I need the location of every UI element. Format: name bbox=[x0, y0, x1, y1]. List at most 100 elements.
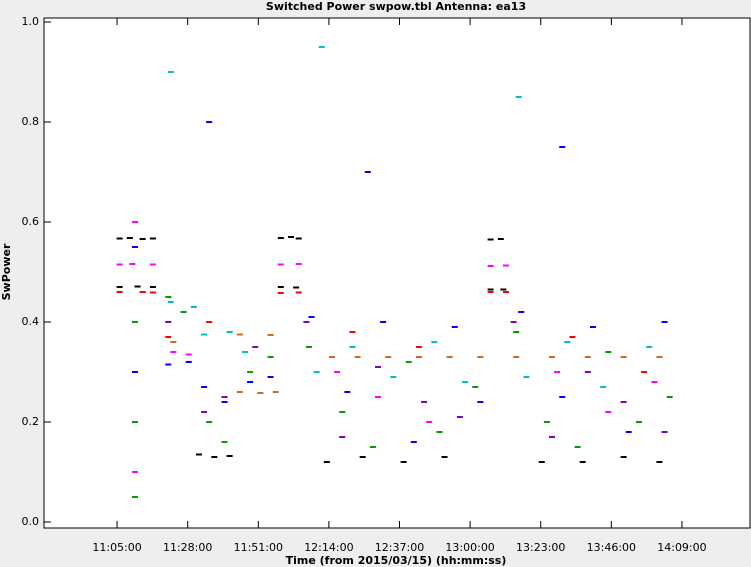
point bbox=[221, 401, 228, 403]
point bbox=[554, 371, 561, 373]
point bbox=[190, 306, 197, 308]
point bbox=[116, 237, 123, 240]
point bbox=[625, 431, 632, 433]
point bbox=[131, 246, 138, 248]
point bbox=[201, 386, 208, 388]
point bbox=[600, 386, 607, 388]
point bbox=[446, 356, 453, 358]
x-tick-label: 11:05:00 bbox=[92, 541, 141, 554]
point bbox=[201, 411, 208, 413]
point bbox=[295, 237, 302, 240]
point bbox=[206, 321, 213, 323]
x-axis-label: Time (from 2015/03/15) (hh:mm:ss) bbox=[286, 554, 507, 567]
point bbox=[323, 461, 330, 463]
point bbox=[149, 263, 156, 266]
point bbox=[149, 237, 156, 240]
point bbox=[236, 333, 243, 336]
point bbox=[579, 461, 586, 463]
point bbox=[431, 341, 438, 343]
point bbox=[436, 431, 443, 433]
point bbox=[569, 336, 576, 338]
point bbox=[272, 391, 279, 393]
x-tick-label: 12:37:00 bbox=[375, 541, 424, 554]
point bbox=[195, 453, 202, 456]
point bbox=[131, 371, 138, 373]
point bbox=[651, 381, 658, 383]
point bbox=[116, 286, 123, 288]
point bbox=[426, 421, 433, 423]
point bbox=[293, 286, 300, 289]
point bbox=[661, 431, 668, 433]
point bbox=[375, 366, 382, 368]
point bbox=[646, 346, 653, 348]
point bbox=[206, 421, 213, 423]
point bbox=[515, 96, 522, 98]
point bbox=[666, 396, 673, 398]
point bbox=[221, 396, 228, 398]
point bbox=[167, 301, 174, 303]
y-tick-label: 1.0 bbox=[22, 15, 40, 28]
point bbox=[165, 363, 172, 366]
x-tick-label: 14:09:00 bbox=[657, 541, 706, 554]
point bbox=[574, 446, 581, 448]
point bbox=[185, 353, 192, 356]
point bbox=[267, 376, 274, 378]
x-tick-label: 12:14:00 bbox=[304, 541, 353, 554]
point bbox=[589, 326, 596, 328]
x-tick-label: 13:46:00 bbox=[587, 541, 636, 554]
point bbox=[472, 386, 479, 388]
point bbox=[295, 291, 302, 294]
plot-area bbox=[43, 17, 751, 529]
point bbox=[559, 146, 566, 148]
point bbox=[116, 291, 123, 293]
point bbox=[295, 263, 302, 265]
point bbox=[267, 334, 274, 336]
point bbox=[288, 236, 295, 238]
point bbox=[185, 361, 192, 363]
point bbox=[139, 291, 146, 293]
point bbox=[328, 356, 335, 358]
x-tick-label: 13:23:00 bbox=[516, 541, 565, 554]
point bbox=[131, 321, 138, 323]
point bbox=[277, 237, 284, 239]
y-tick-label: 0.6 bbox=[22, 215, 40, 228]
point bbox=[635, 421, 642, 423]
point bbox=[487, 288, 494, 291]
point bbox=[477, 356, 484, 358]
point bbox=[410, 441, 417, 443]
point bbox=[641, 371, 648, 373]
point bbox=[131, 471, 138, 473]
point bbox=[543, 421, 550, 423]
point bbox=[247, 371, 254, 373]
point bbox=[226, 331, 233, 333]
point bbox=[211, 456, 218, 458]
point bbox=[421, 401, 428, 403]
point bbox=[415, 346, 422, 348]
point bbox=[126, 237, 133, 239]
point bbox=[441, 456, 448, 458]
point bbox=[305, 346, 312, 348]
point bbox=[497, 238, 504, 240]
y-tick-label: 0.2 bbox=[22, 415, 40, 428]
point bbox=[134, 285, 141, 288]
point bbox=[277, 292, 284, 294]
point bbox=[451, 326, 458, 328]
point bbox=[620, 401, 627, 403]
point bbox=[267, 356, 274, 358]
point bbox=[170, 341, 177, 343]
point bbox=[502, 264, 509, 267]
point bbox=[385, 356, 392, 358]
point bbox=[131, 421, 138, 423]
point bbox=[165, 336, 172, 338]
point bbox=[369, 446, 376, 448]
point bbox=[518, 311, 525, 313]
point bbox=[339, 411, 346, 413]
point bbox=[206, 121, 213, 123]
point bbox=[415, 356, 422, 358]
point bbox=[257, 392, 264, 394]
point bbox=[487, 291, 494, 293]
x-tick-label: 11:51:00 bbox=[234, 541, 283, 554]
point bbox=[462, 381, 469, 383]
point bbox=[139, 238, 146, 240]
y-tick-label: 0.4 bbox=[22, 315, 40, 328]
